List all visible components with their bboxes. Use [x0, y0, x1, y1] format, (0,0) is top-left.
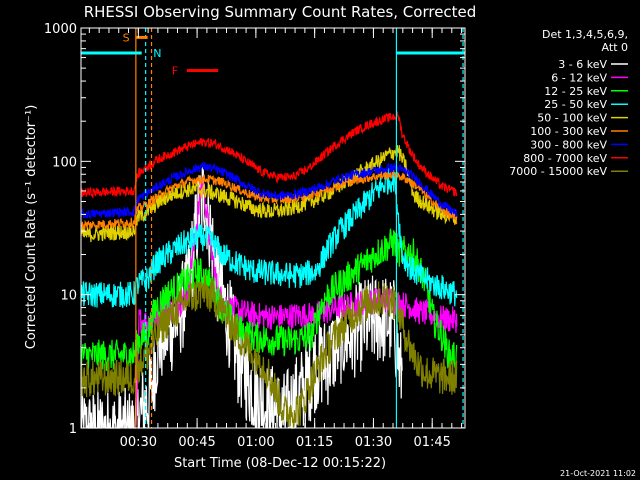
x-tick-label: 01:45: [413, 435, 450, 450]
legend-header-line2: Att 0: [602, 41, 628, 54]
legend-label-7: 300 - 800 keV: [530, 138, 607, 151]
series-line-9: [80, 274, 458, 429]
series-line-7: [80, 161, 458, 220]
x-tick-label: 01:30: [355, 435, 392, 450]
y-tick-label: 1000: [44, 22, 77, 37]
legend-label-6: 100 - 300 keV: [530, 125, 607, 138]
legend-label-1: 3 - 6 keV: [558, 58, 607, 71]
chart-title: RHESSI Observing Summary Count Rates, Co…: [84, 3, 477, 21]
timestamp-footer: 21-Oct-2021 11:02: [560, 469, 636, 478]
legend-label-9: 7000 - 15000 keV: [509, 165, 607, 178]
legend-label-8: 800 - 7000 keV: [523, 152, 607, 165]
legend-label-2: 6 - 12 keV: [551, 71, 607, 84]
series-line-5: [80, 145, 458, 243]
series-line-4: [80, 166, 458, 308]
legend-label-3: 12 - 25 keV: [544, 85, 607, 98]
flag-label-f: F: [172, 65, 178, 78]
legend-header-line1: Det 1,3,4,5,6,9,: [542, 28, 628, 41]
flag-label-n: N: [153, 47, 161, 60]
plot-frame: [80, 27, 466, 429]
legend-label-5: 50 - 100 keV: [537, 112, 607, 125]
series-line-8: [80, 111, 458, 199]
marker-layer: N S F: [81, 28, 465, 428]
y-axis-label: Corrected Count Rate (s⁻¹ detector⁻¹): [24, 105, 39, 350]
series-line-6: [80, 168, 458, 230]
y-tick-label: 100: [52, 155, 77, 170]
x-axis-label: Start Time (08-Dec-12 00:15:22): [174, 456, 386, 471]
axes-layer: 1 10 100 1000 00:30 00:45 01:00 01:15 01:30 01:45: [44, 22, 466, 450]
legend-label-4: 25 - 50 keV: [544, 98, 607, 111]
x-tick-label: 00:45: [178, 435, 215, 450]
x-tick-label: 01:00: [237, 435, 274, 450]
x-tick-label: 00:30: [120, 435, 157, 450]
flag-label-s: S: [123, 31, 130, 44]
y-tick-label: 10: [60, 289, 77, 304]
x-tick-label: 01:15: [296, 435, 333, 450]
series-layer: [80, 111, 458, 429]
y-tick-label: 1: [69, 422, 77, 437]
series-line-3: [80, 228, 458, 373]
